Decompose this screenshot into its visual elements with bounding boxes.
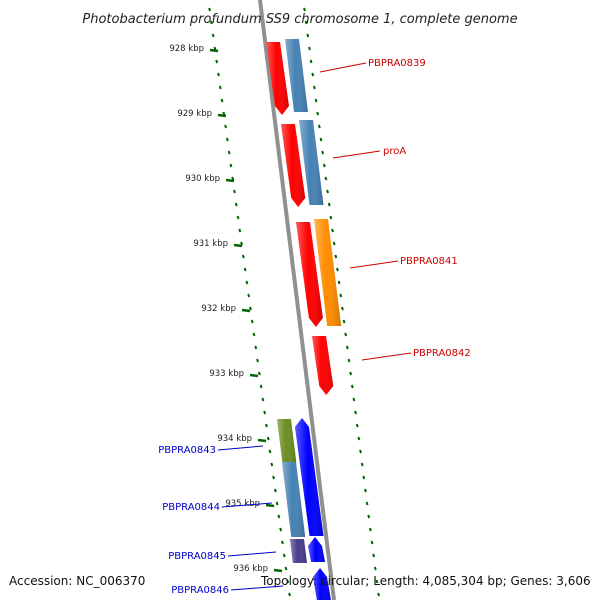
gene-label-PBPRA0844[interactable]: PBPRA0844: [162, 502, 220, 513]
gene-feature-PBPRA0843-olive: [277, 419, 297, 462]
kbp-tick-mark: [273, 568, 283, 573]
kbp-tick-mark: [241, 308, 251, 313]
gene-label-leader: [349, 260, 399, 269]
kbp-tick-label: 935 kbp: [225, 499, 260, 509]
gene-label-leader: [332, 150, 381, 159]
kbp-tick-label: 929 kbp: [177, 109, 212, 119]
gene-features: [266, 39, 342, 600]
accession-text: Accession: NC_006370: [9, 574, 146, 588]
kbp-tick-mark: [257, 438, 267, 443]
gene-label-PBPRA0841[interactable]: PBPRA0841: [400, 256, 458, 267]
gene-label-PBPRA0845[interactable]: PBPRA0845: [168, 551, 226, 562]
kbp-tick-mark: [233, 243, 243, 248]
cds-feature-PBPRA0845: [308, 537, 326, 562]
kbp-tick-label: 928 kbp: [169, 44, 204, 54]
cds-feature-PBPRA0839: [266, 42, 289, 115]
kbp-tick-mark: [249, 373, 259, 378]
kbp-tick-label: 930 kbp: [185, 174, 220, 184]
gene-label-PBPRA0843[interactable]: PBPRA0843: [158, 445, 216, 456]
gene-label-PBPRA0842[interactable]: PBPRA0842: [413, 348, 471, 359]
gene-feature-PBPRA0839: [285, 39, 308, 112]
gene-label-leader: [361, 352, 412, 361]
gene-feature-PBPRA0841: [314, 219, 342, 326]
genome-summary-text: Topology: circular; Length: 4,085,304 bp…: [261, 574, 591, 588]
gene-label-proA[interactable]: proA: [383, 146, 406, 157]
gene-label-leader: [230, 585, 284, 591]
kbp-tick-mark: [225, 178, 235, 183]
outer-tick-ring: [303, 7, 381, 597]
kbp-tick-mark: [217, 113, 227, 118]
gene-label-PBPRA0839[interactable]: PBPRA0839: [368, 58, 426, 69]
kbp-tick-label: 931 kbp: [193, 239, 228, 249]
cds-feature-PBPRA0842: [312, 336, 334, 395]
cds-feature-PBPRA0843: [295, 418, 324, 536]
kbp-tick-label: 932 kbp: [201, 304, 236, 314]
gene-label-leader: [221, 502, 273, 508]
gene-label-PBPRA0846[interactable]: PBPRA0846: [171, 585, 229, 596]
cds-feature-PBPRA0841: [296, 222, 323, 327]
gene-feature-proA: [299, 120, 324, 205]
cds-feature-proA: [281, 124, 306, 207]
kbp-ticks: 928 kbp 929 kbp 930 kbp 931 kbp 932 kbp 933 k…: [169, 44, 283, 574]
kbp-tick-label: 933 kbp: [209, 369, 244, 379]
cds-feature-PBPRA0846: [313, 568, 331, 600]
kbp-tick-mark: [209, 48, 219, 53]
map-title: Photobacterium profundum SS9 chromosome …: [82, 12, 517, 27]
gene-feature-PBPRA0844: [282, 462, 306, 537]
inner-tick-ring: [208, 7, 291, 597]
gene-feature-PBPRA0845: [290, 539, 307, 563]
kbp-tick-label: 934 kbp: [217, 434, 252, 444]
gene-label-leader: [227, 551, 277, 557]
kbp-tick-mark: [265, 503, 275, 508]
kbp-tick-label: 936 kbp: [233, 564, 268, 574]
gene-label-leader: [319, 62, 367, 73]
genome-backbone: [258, 0, 336, 600]
gene-label-leader: [217, 445, 264, 451]
gene-labels: PBPRA0839 proA PBPRA0841 PBPRA0842 PBPRA0843…: [158, 58, 471, 596]
